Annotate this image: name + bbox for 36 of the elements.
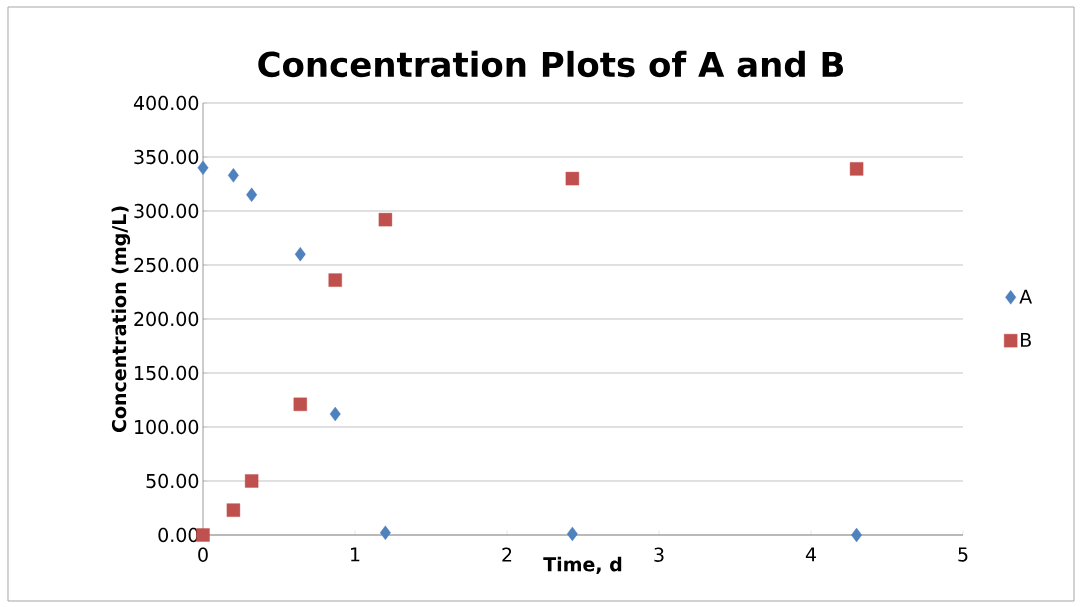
x-tick-label: 2 xyxy=(502,547,512,562)
y-tick-label: 250.00 xyxy=(134,257,199,273)
y-tick-label: 50.00 xyxy=(146,473,199,489)
point xyxy=(244,474,259,488)
y-axis-title: Concentration (mg/L) xyxy=(111,206,131,433)
x-tick-label: 1 xyxy=(351,547,360,562)
point xyxy=(226,503,241,517)
x-tick-label: 3 xyxy=(654,547,664,562)
point xyxy=(849,162,864,176)
y-tick-label: 400.00 xyxy=(133,95,199,111)
point xyxy=(294,246,306,262)
point xyxy=(379,525,391,541)
point xyxy=(851,527,863,543)
point xyxy=(328,273,342,287)
point xyxy=(227,168,239,183)
point xyxy=(378,212,393,227)
point xyxy=(565,171,580,186)
x-axis-title: Time, d xyxy=(543,556,622,574)
point xyxy=(293,397,307,412)
point xyxy=(566,526,578,542)
point xyxy=(329,406,341,422)
y-tick-label: 350.00 xyxy=(134,149,199,165)
y-tick-label: 200.00 xyxy=(134,311,199,327)
x-tick-label: 0 xyxy=(198,547,208,562)
x-tick-label: 4 xyxy=(805,547,816,562)
chart-title: Concentration Plots of A and B xyxy=(258,50,844,78)
y-tick-label: 150.00 xyxy=(135,365,199,381)
y-tick-label: 100.00 xyxy=(135,419,199,435)
point xyxy=(197,160,209,175)
x-tick-label: 5 xyxy=(958,547,968,562)
y-tick-label: 300.00 xyxy=(134,203,199,219)
y-tick-label: 0.00 xyxy=(158,527,199,543)
legend-label: B xyxy=(1021,332,1031,347)
legend-label: A xyxy=(1019,289,1033,304)
point xyxy=(246,187,258,202)
point xyxy=(196,528,210,542)
